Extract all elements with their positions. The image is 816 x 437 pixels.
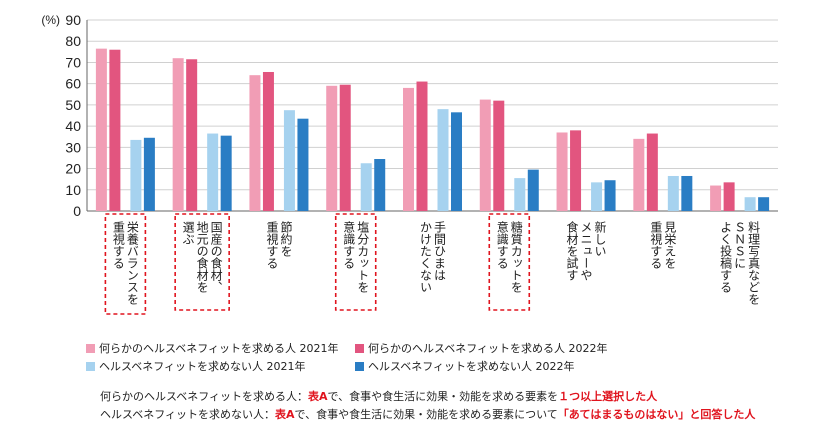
- note-text: 何らかのヘルスベネフィットを求める人：: [100, 390, 309, 403]
- y-tick-label: 20: [65, 161, 81, 177]
- bar: [249, 75, 261, 211]
- bar: [758, 197, 770, 211]
- bar: [360, 163, 372, 211]
- category-label: メニューや: [579, 221, 593, 281]
- bar: [326, 85, 338, 211]
- category-label: 手間ひまは: [433, 221, 447, 281]
- category-label: 栄養バランスを: [125, 221, 139, 305]
- legend-item-none-2022: ヘルスベネフィットを求めない人 2022年: [355, 358, 575, 374]
- bar: [374, 159, 386, 211]
- bar: [109, 49, 121, 211]
- legend-label: ヘルスベネフィットを求めない人 2022年: [368, 360, 575, 373]
- y-tick-label: 50: [65, 97, 81, 113]
- y-tick-label: 70: [65, 54, 81, 70]
- category-label: 国産の食材、: [209, 221, 223, 293]
- category-label: 意識する: [495, 220, 509, 269]
- bar: [633, 138, 645, 211]
- bar: [723, 182, 735, 211]
- bar: [493, 100, 505, 211]
- category-label: 見栄えを: [663, 221, 677, 269]
- y-tick-label: 40: [65, 118, 81, 134]
- category-label: 重視する: [649, 221, 663, 269]
- note-line-none: ヘルスベネフィットを求めない人：表Aで、食事や食生活に効果・効能を求める要素につ…: [100, 406, 755, 424]
- bar: [186, 59, 198, 212]
- bar: [744, 197, 756, 211]
- bar: [283, 110, 295, 211]
- category-label: 重視する: [265, 221, 279, 269]
- note-highlight: 表A: [308, 390, 328, 403]
- bar: [667, 175, 679, 211]
- y-tick-label: 0: [73, 203, 81, 219]
- bar: [570, 130, 582, 211]
- legend-item-none-2021: ヘルスベネフィットを求めない人 2021年: [86, 358, 306, 374]
- bar: [416, 81, 428, 212]
- bar: [262, 71, 274, 211]
- note-text: で、食事や食生活に効果・効能を求める要素について: [294, 408, 558, 421]
- category-label: 意識する: [342, 220, 356, 269]
- note-highlight: 「あてはまるものはない」と回答した人: [557, 408, 756, 421]
- y-tick-label: 80: [65, 33, 81, 49]
- bar: [710, 185, 722, 211]
- y-unit-label: (%): [41, 13, 60, 27]
- category-highlight-box: [488, 213, 531, 311]
- category-label: よく投稿する: [719, 221, 733, 293]
- note-text: で、食事や食生活に効果・効能を求める要素を: [327, 390, 559, 403]
- y-tick-label: 10: [65, 182, 81, 198]
- y-tick-label: 60: [65, 76, 81, 92]
- bar: [604, 180, 616, 211]
- bar: [451, 112, 462, 211]
- legend-swatch: [355, 361, 364, 371]
- bar: [646, 133, 658, 211]
- bar: [207, 133, 219, 211]
- note-text: ヘルスベネフィットを求めない人：: [100, 408, 276, 421]
- category-label: かけたくない: [419, 221, 433, 293]
- category-label: 食材を試す: [565, 220, 579, 281]
- category-label: 選ぶ: [181, 221, 195, 245]
- category-label: 糖質カットを: [509, 220, 523, 293]
- category-highlight-box: [334, 213, 377, 311]
- bar: [527, 169, 539, 211]
- legend-label: ヘルスベネフィットを求めない人 2021年: [99, 360, 306, 373]
- legend-item-health-2022: 何らかのヘルスベネフィットを求める人 2022年: [355, 340, 608, 356]
- legend-label: 何らかのヘルスベネフィットを求める人 2022年: [368, 342, 608, 355]
- note-highlight: 表A: [275, 408, 295, 421]
- category-label: 地元の食材を: [195, 221, 209, 293]
- legend-swatch: [355, 343, 364, 353]
- category-highlight-box: [174, 213, 230, 311]
- bar: [591, 182, 603, 211]
- bar: [339, 84, 351, 211]
- bar: [437, 109, 449, 211]
- category-label: 新しい: [593, 220, 607, 257]
- definition-notes: 何らかのヘルスベネフィットを求める人：表Aで、食事や食生活に効果・効能を求める要…: [100, 388, 755, 424]
- note-highlight: １つ以上選択した人: [558, 390, 658, 403]
- bar: [143, 137, 155, 211]
- bar: [479, 99, 491, 211]
- legend-label: 何らかのヘルスベネフィットを求める人 2021年: [99, 342, 339, 355]
- legend-item-health-2021: 何らかのヘルスベネフィットを求める人 2021年: [86, 340, 339, 356]
- bar: [95, 48, 107, 212]
- category-label: 塩分カットを: [356, 220, 370, 293]
- category-label: ＳＮＳに: [733, 221, 747, 269]
- legend-swatch: [86, 361, 95, 371]
- y-tick-label: 30: [65, 139, 81, 155]
- category-label: 重視する: [111, 221, 125, 269]
- bar: [172, 58, 184, 212]
- bar: [130, 139, 142, 211]
- bar: [297, 118, 309, 211]
- legend-swatch: [86, 343, 95, 353]
- bar: [220, 135, 232, 211]
- category-label: 料理写真などを: [747, 221, 761, 305]
- bar: [681, 175, 693, 211]
- y-tick-label: 90: [65, 12, 81, 28]
- note-line-health: 何らかのヘルスベネフィットを求める人：表Aで、食事や食生活に効果・効能を求める要…: [100, 388, 755, 406]
- bar: [403, 87, 414, 211]
- category-label: 節約を: [279, 220, 293, 257]
- bar: [556, 132, 568, 211]
- bar: [514, 178, 526, 211]
